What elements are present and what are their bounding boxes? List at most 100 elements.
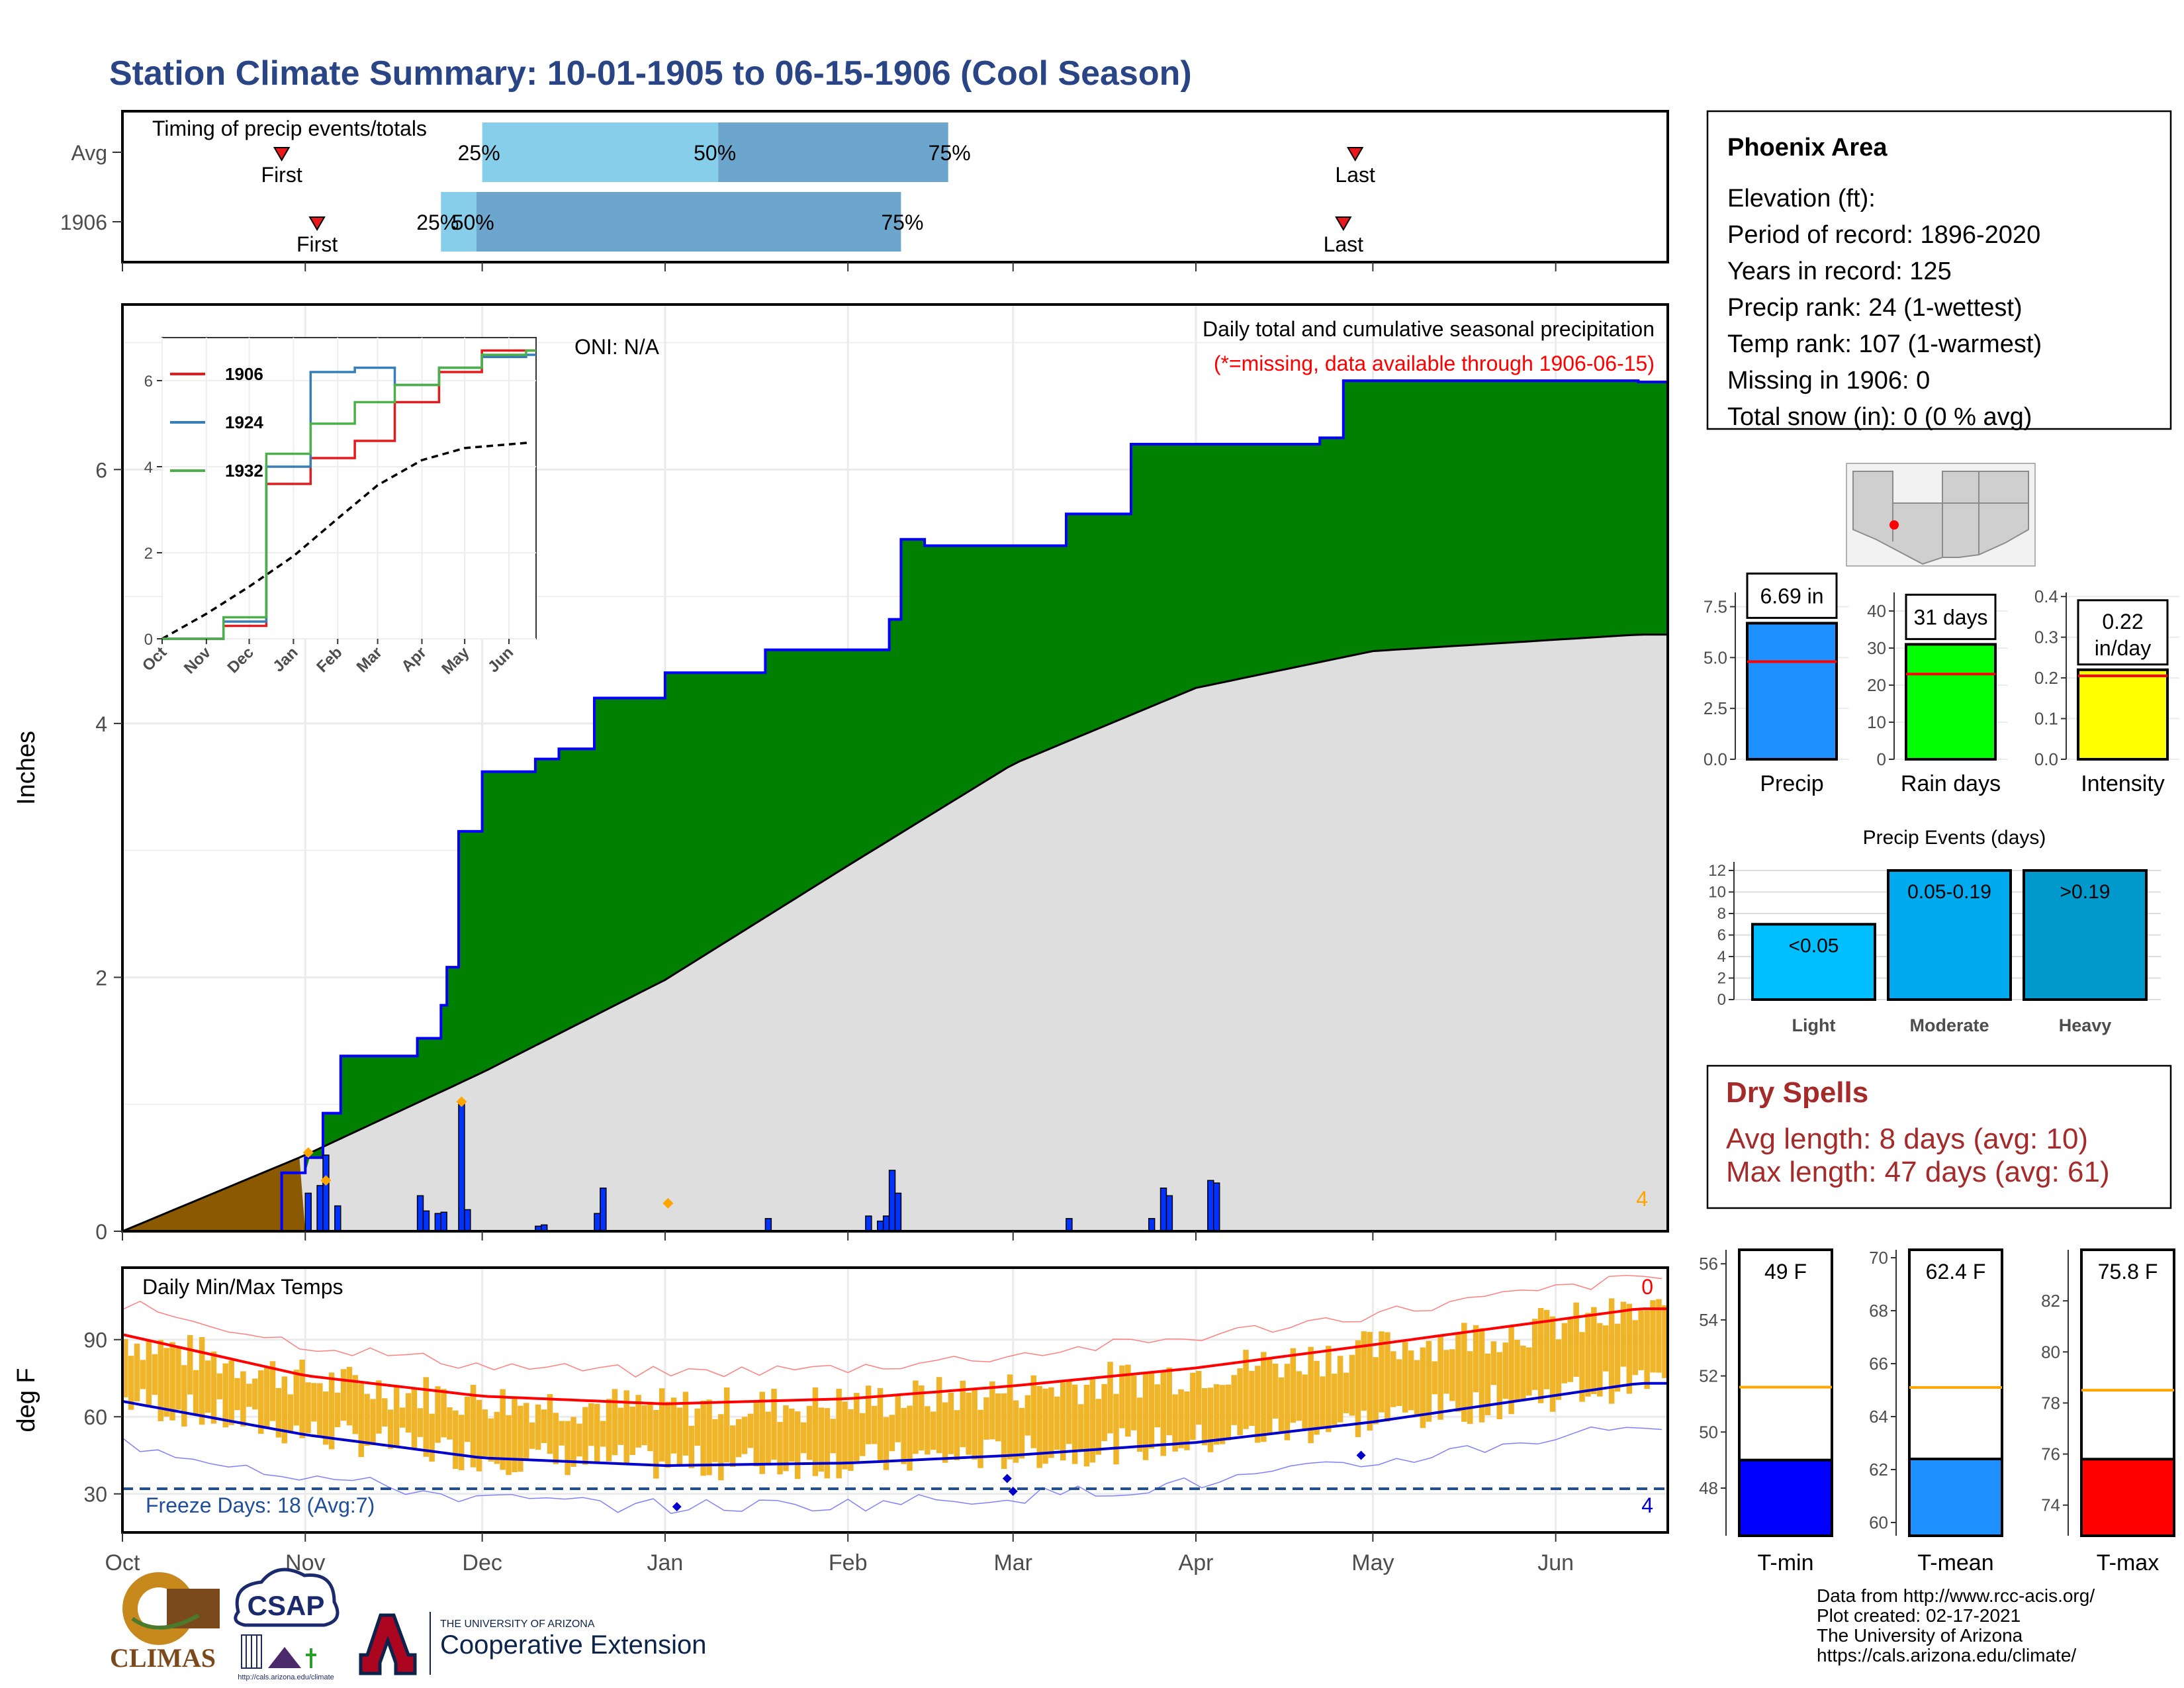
precip-events-bar-label: 0.05-0.19 — [1907, 881, 1991, 903]
precip-events-bar — [2023, 869, 2148, 1001]
daily-precip-bar — [316, 1185, 324, 1232]
temp-summary-y-tick-label: 82 — [2041, 1291, 2060, 1311]
freeze-day-marker — [1356, 1450, 1366, 1460]
station-location-marker — [1889, 520, 1899, 530]
station-line: Precip rank: 24 (1-wettest) — [1727, 294, 2023, 322]
summary-bars: 0.0 2.5 5.0 7.5 6.69 in Precip 0 10 20 30 40 31 day… — [1704, 572, 2179, 796]
timing-p50-label: 50% — [452, 211, 494, 234]
average-cumulative-line — [122, 633, 1668, 1233]
temp-y-tick-label: 60 — [83, 1405, 107, 1429]
timing-bar-50-75 — [476, 192, 901, 252]
daily-precip-bar — [422, 1210, 430, 1232]
dry-max-length: Max length: 47 days (avg: 61) — [1726, 1156, 2110, 1188]
precip-events-bar — [1751, 923, 1876, 1001]
inset-series-1932 — [162, 349, 536, 640]
precip-events-y-tick-label: 2 — [1717, 970, 1726, 988]
footer-credits: Data from http://www.rcc-acis.org/ Plot … — [1817, 1585, 2095, 1665]
summary-bar-intensity: 0.0 0.1 0.2 0.3 0.4 0.22 in/day Intensity — [2034, 586, 2179, 796]
footer-line: Data from http://www.rcc-acis.org/ — [1817, 1585, 2095, 1606]
freeze-days: Freeze Days: 18 (Avg:7) — [146, 1493, 375, 1517]
precip-events-bar-label: >0.19 — [2060, 881, 2111, 903]
timing-bar-25-50 — [441, 192, 477, 252]
precip-events-chart: Precip Events (days) 0 2 4 6 8 10 12 <0.05 Light… — [1708, 827, 2161, 1035]
daily-precip-bar — [600, 1188, 607, 1232]
month-tick-label: May — [1351, 1550, 1394, 1575]
timing-bar-50-75 — [718, 122, 948, 182]
inset-y-tick-label: 4 — [144, 459, 153, 477]
timing-last-marker — [1346, 147, 1364, 162]
timing-first-marker — [308, 216, 326, 231]
precip-events-y-tick-label: 4 — [1717, 948, 1726, 966]
precip-y-tick-label: 0 — [95, 1220, 107, 1244]
month-tick-label: Mar — [993, 1550, 1032, 1575]
temp-summary-y-tick-label: 50 — [1699, 1422, 1718, 1442]
summary-bar-y-tick-label: 10 — [1867, 712, 1886, 732]
temp-summary-t-max: 74 76 78 80 82 75.8 F T-max — [2041, 1248, 2175, 1575]
daily-precip-bar — [764, 1218, 772, 1232]
summary-bar-y-tick-label: 20 — [1867, 675, 1886, 695]
daily-precip-bar — [1066, 1218, 1073, 1232]
missing-data-marker — [302, 1147, 314, 1158]
missing-data-marker — [662, 1197, 674, 1209]
temp-summary-y-tick-label: 68 — [1869, 1301, 1888, 1321]
footer-line: The University of Arizona — [1817, 1625, 2023, 1646]
daily-precip-bar — [334, 1205, 341, 1232]
summary-bar-value-label: 0.22 — [2102, 610, 2143, 633]
temp-summary-y-tick-label: 66 — [1869, 1354, 1888, 1374]
daily-precip-bar — [1148, 1218, 1156, 1232]
summary-bar-value-box — [2077, 599, 2169, 666]
station-box: Phoenix Area Elevation (ft): Period of r… — [1706, 110, 2172, 431]
summary-bar-value-label: 31 days — [1913, 605, 1987, 629]
ua-extension-text: Cooperative Extension — [440, 1630, 706, 1660]
csap-logo: CSAP http://cals.arizona.edu/climate — [234, 1568, 340, 1681]
temp-summary-value-label: 75.8 F — [2098, 1260, 2158, 1284]
temp-y-tick-label: 30 — [83, 1483, 107, 1507]
temp-summary-value-bar — [1908, 1458, 2003, 1537]
timing-p25-label: 25% — [458, 141, 500, 165]
climas-wordmark: CLIMAS — [110, 1643, 216, 1673]
temp-summary-y-tick-label: 54 — [1699, 1310, 1718, 1330]
temp-summary-value-label: 62.4 F — [1926, 1260, 1986, 1284]
temp-summary-y-tick-label: 74 — [2041, 1495, 2060, 1515]
observed-cumulative-line — [280, 379, 1668, 1231]
temp-y-tick-label: 90 — [83, 1329, 107, 1352]
university-of-arizona-logo: THE UNIVERSITY OF ARIZONA Cooperative Ex… — [359, 1612, 706, 1675]
daily-precip-bar — [877, 1220, 884, 1232]
month-tick-label: Apr — [1179, 1550, 1214, 1575]
temp-summary-value-bar — [1738, 1458, 1833, 1537]
timing-p25-label: 25% — [416, 211, 459, 234]
temp-summary-category-label: T-min — [1758, 1550, 1814, 1575]
month-tick-label: Feb — [829, 1550, 868, 1575]
daily-precip-bar — [416, 1195, 424, 1232]
temp-summary-t-mean: 60 62 64 66 68 70 62.4 F T-mean — [1869, 1248, 2003, 1575]
summary-bar-category-label: Precip — [1760, 771, 1823, 796]
freeze-day-marker — [1002, 1474, 1012, 1483]
daily-precip-bar — [1165, 1195, 1173, 1232]
precip-events-category-label: Moderate — [1909, 1015, 1989, 1035]
temp-heading: Daily Min/Max Temps — [142, 1275, 343, 1299]
month-tick-label: Jan — [647, 1550, 684, 1575]
summary-bar-y-tick-label: 0.0 — [2034, 749, 2058, 769]
summary-bar-y-tick-label: 40 — [1867, 601, 1886, 621]
summary-bar-rain-days: 0 10 20 30 40 31 days Rain days — [1867, 592, 2007, 796]
summary-bar-y-tick-label: 7.5 — [1704, 597, 1727, 617]
station-name: Phoenix Area — [1727, 134, 1888, 162]
timing-first-label: First — [296, 232, 338, 256]
summary-bar-y-tick-label: 0.3 — [2034, 628, 2058, 647]
precip-events-bar-label: <0.05 — [1789, 935, 1839, 957]
daily-precip-bar — [894, 1192, 902, 1232]
inset-y-tick-label: 2 — [144, 545, 153, 563]
daily-precip-bar — [594, 1213, 601, 1232]
daily-precip-bar — [440, 1211, 447, 1232]
temp-summary-y-tick-label: 70 — [1869, 1248, 1888, 1268]
timing-p75-label: 75% — [881, 211, 923, 234]
station-line: Elevation (ft): — [1727, 185, 1876, 212]
timing-first-label: First — [261, 163, 302, 187]
daily-precip-bar — [1207, 1180, 1214, 1232]
temp-summary-y-tick-label: 52 — [1699, 1366, 1718, 1386]
timing-p75-label: 75% — [929, 141, 971, 165]
temp-summary-y-tick-label: 56 — [1699, 1254, 1718, 1274]
above-average-area — [305, 381, 1668, 1173]
station-line: Temp rank: 107 (1-warmest) — [1727, 330, 2042, 358]
temp-summary-value-bar — [2080, 1458, 2175, 1537]
